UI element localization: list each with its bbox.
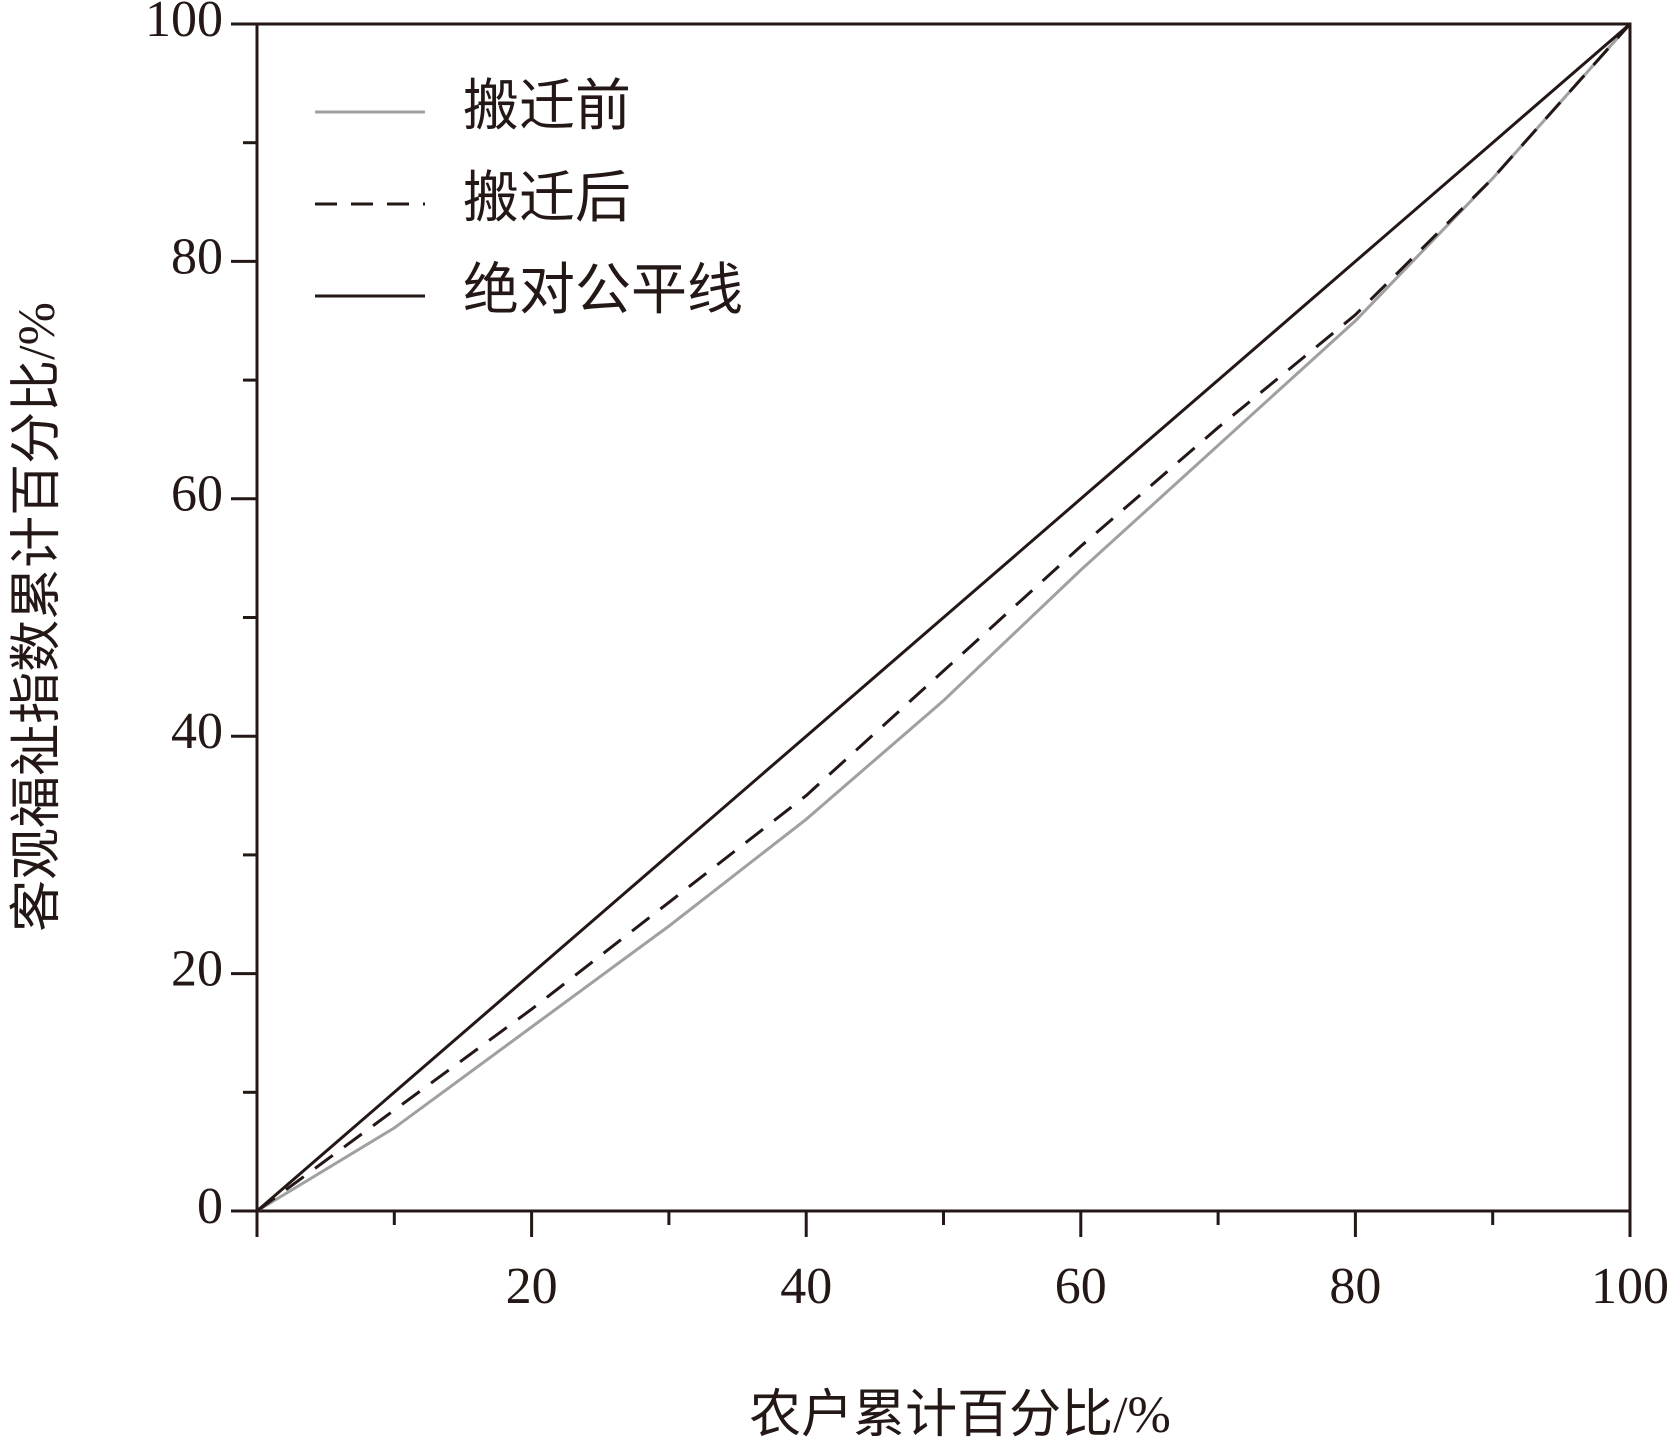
legend-label: 绝对公平线 [463,260,743,322]
y-tick-label: 80 [171,228,223,285]
legend-label: 搬迁前 [463,76,631,138]
series-line [256,23,1632,1213]
y-tick-label: 60 [171,466,223,523]
series-line [256,23,1632,1213]
series-line [256,22,1631,1213]
x-axis-label: 农户累计百分比/% [749,1387,1171,1444]
x-tick-label: 20 [506,1258,558,1315]
y-tick-label: 20 [171,941,223,998]
x-tick-label: 100 [1591,1258,1669,1315]
y-tick-label: 0 [197,1178,223,1235]
x-tick-label: 60 [1055,1258,1107,1315]
x-tick-label: 40 [780,1258,832,1315]
x-tick-label: 80 [1329,1258,1381,1315]
y-tick-label: 100 [145,0,223,48]
y-axis-label: 客观福祉指数累计百分比/% [9,302,66,932]
legend-label: 搬迁后 [463,168,631,230]
y-tick-label: 40 [171,703,223,760]
